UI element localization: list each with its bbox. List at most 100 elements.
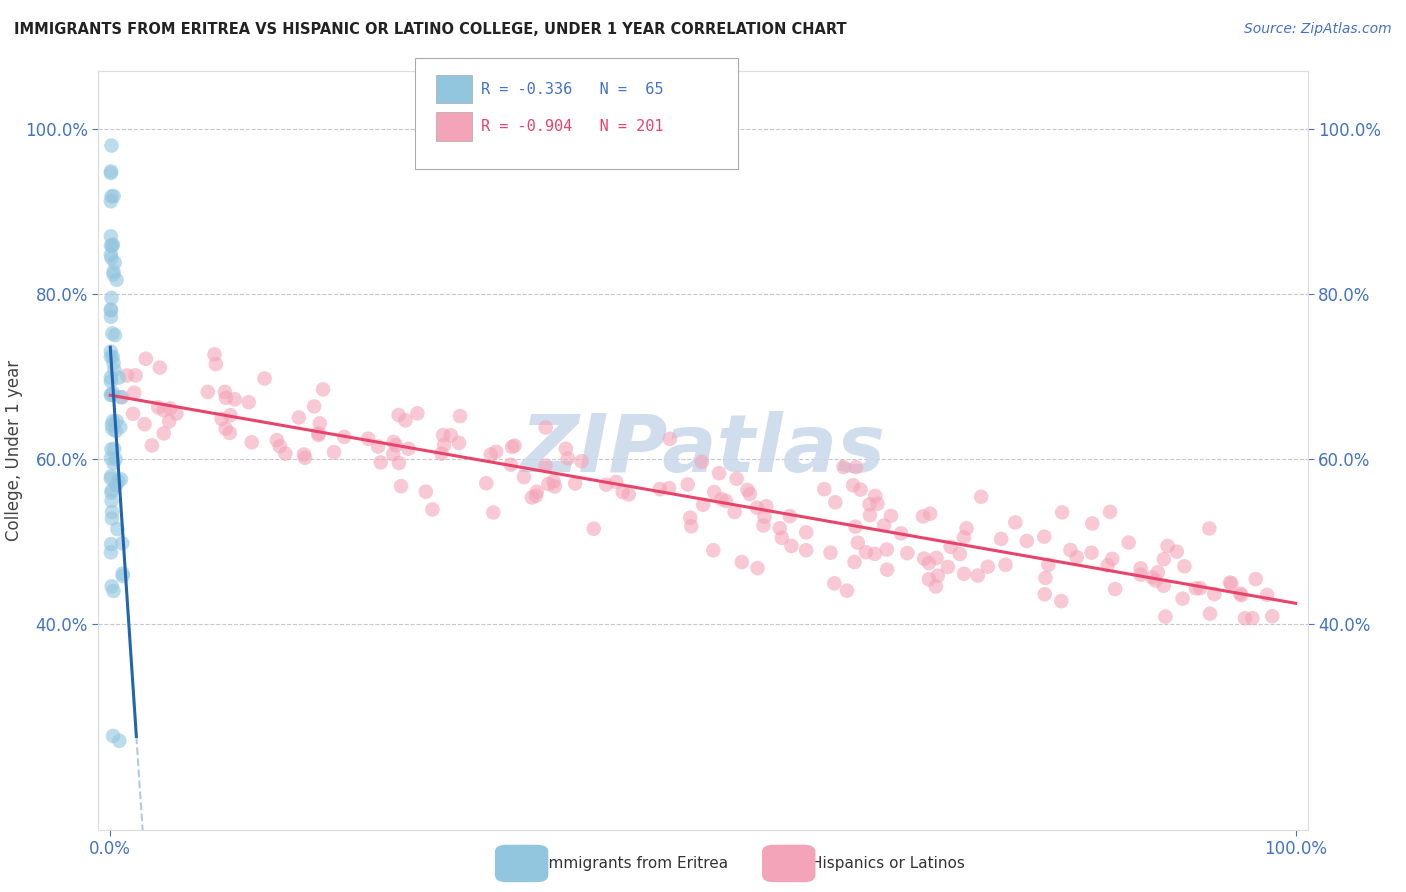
Point bbox=[152, 426, 174, 441]
Point bbox=[103, 456, 125, 470]
Point bbox=[1035, 571, 1057, 585]
Point bbox=[110, 390, 132, 404]
Point bbox=[100, 247, 122, 261]
Point bbox=[157, 415, 180, 429]
Point bbox=[111, 566, 134, 581]
Point bbox=[218, 425, 240, 440]
Point bbox=[197, 384, 219, 399]
Point bbox=[725, 472, 748, 486]
Point bbox=[582, 522, 605, 536]
Point bbox=[770, 531, 793, 545]
Point bbox=[752, 518, 775, 533]
Point bbox=[101, 422, 124, 436]
Point bbox=[122, 407, 145, 421]
Point bbox=[703, 485, 725, 500]
Point bbox=[537, 477, 560, 491]
Point bbox=[105, 478, 128, 492]
Point bbox=[357, 432, 380, 446]
Point bbox=[990, 532, 1012, 546]
Point bbox=[714, 494, 737, 508]
Point bbox=[103, 189, 125, 203]
Point bbox=[101, 729, 124, 743]
Point bbox=[430, 446, 453, 460]
Point bbox=[111, 536, 134, 550]
Point bbox=[824, 495, 846, 509]
Point bbox=[690, 455, 713, 469]
Point bbox=[918, 556, 941, 570]
Point bbox=[294, 450, 316, 465]
Point bbox=[794, 543, 817, 558]
Point bbox=[849, 483, 872, 497]
Point bbox=[820, 546, 842, 560]
Point bbox=[100, 302, 122, 317]
Point bbox=[214, 421, 236, 435]
Point bbox=[1144, 574, 1167, 588]
Point bbox=[866, 497, 889, 511]
Point bbox=[534, 420, 557, 434]
Point bbox=[104, 255, 127, 269]
Point bbox=[485, 444, 508, 458]
Point bbox=[104, 451, 127, 466]
Point bbox=[219, 408, 242, 422]
Point bbox=[1220, 576, 1243, 591]
Point bbox=[890, 526, 912, 541]
Point bbox=[970, 490, 993, 504]
Point bbox=[738, 487, 761, 501]
Point bbox=[1230, 588, 1253, 602]
Point bbox=[146, 401, 169, 415]
Point bbox=[240, 435, 263, 450]
Point bbox=[103, 356, 125, 370]
Point bbox=[754, 509, 776, 524]
Point bbox=[111, 569, 134, 583]
Point bbox=[101, 239, 124, 253]
Point bbox=[953, 566, 976, 581]
Point bbox=[100, 251, 122, 265]
Point bbox=[107, 474, 129, 488]
Point bbox=[543, 475, 565, 489]
Point bbox=[159, 401, 181, 416]
Point bbox=[1204, 587, 1226, 601]
Point bbox=[880, 508, 903, 523]
Point bbox=[479, 448, 502, 462]
Point bbox=[100, 291, 122, 305]
Point bbox=[813, 482, 835, 496]
Point bbox=[1185, 582, 1208, 596]
Point bbox=[135, 351, 157, 366]
Point bbox=[432, 428, 454, 442]
Point bbox=[737, 483, 759, 497]
Point bbox=[385, 438, 408, 452]
Point bbox=[105, 273, 128, 287]
Point bbox=[835, 583, 858, 598]
Point bbox=[100, 375, 122, 389]
Point bbox=[100, 194, 122, 209]
Point bbox=[134, 417, 156, 432]
Point bbox=[876, 542, 898, 557]
Point bbox=[1033, 587, 1056, 601]
Point bbox=[292, 448, 315, 462]
Point bbox=[1140, 570, 1163, 584]
Point bbox=[214, 384, 236, 399]
Point bbox=[100, 388, 122, 402]
Point bbox=[100, 310, 122, 324]
Point bbox=[939, 540, 962, 554]
Point bbox=[100, 138, 122, 153]
Point bbox=[101, 350, 124, 364]
Y-axis label: College, Under 1 year: College, Under 1 year bbox=[4, 359, 22, 541]
Point bbox=[100, 451, 122, 466]
Point bbox=[994, 558, 1017, 572]
Point bbox=[1154, 609, 1177, 624]
Point bbox=[269, 439, 291, 453]
Point bbox=[658, 481, 681, 495]
Point bbox=[724, 505, 747, 519]
Point bbox=[1166, 544, 1188, 558]
Text: R = -0.336   N =  65: R = -0.336 N = 65 bbox=[481, 82, 664, 96]
Point bbox=[100, 238, 122, 252]
Point bbox=[333, 430, 356, 444]
Point bbox=[554, 442, 576, 456]
Point bbox=[266, 433, 288, 447]
Point bbox=[1038, 558, 1060, 572]
Point bbox=[1099, 505, 1122, 519]
Point bbox=[863, 489, 886, 503]
Point bbox=[780, 539, 803, 553]
Point bbox=[101, 414, 124, 428]
